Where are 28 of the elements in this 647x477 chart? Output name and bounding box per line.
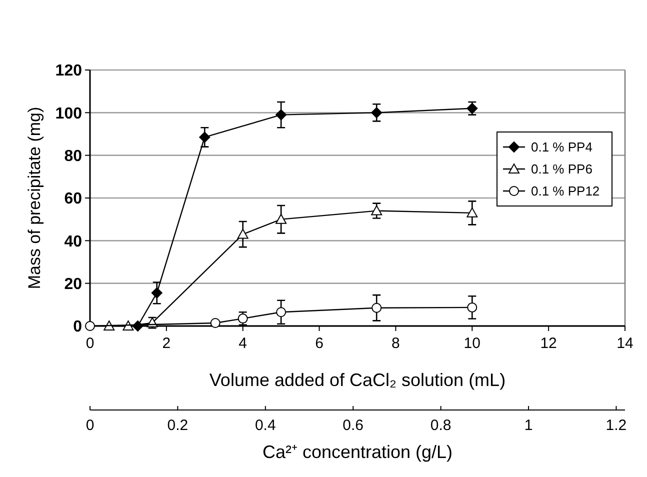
y-axis-title: Mass of precipitate (mg) xyxy=(25,106,44,290)
x2-tick-label: 0.6 xyxy=(342,417,364,434)
x-tick-label: 2 xyxy=(162,335,171,352)
x-tick-label: 10 xyxy=(464,335,480,352)
x2-tick-label: 1.2 xyxy=(606,417,627,434)
y-tick-label: 20 xyxy=(64,276,82,293)
y-tick-label: 100 xyxy=(55,105,82,122)
y-tick-label: 40 xyxy=(64,233,82,250)
legend-label: 0.1 % PP6 xyxy=(531,162,592,177)
x2-tick-label: 0.8 xyxy=(430,417,452,434)
y-tick-label: 0 xyxy=(73,318,82,336)
x2-tick-label: 0.4 xyxy=(254,417,276,434)
legend-label: 0.1 % PP12 xyxy=(531,184,600,199)
x-tick-label: 0 xyxy=(86,335,94,352)
x-tick-label: 12 xyxy=(540,335,557,352)
y-tick-label: 120 xyxy=(55,62,82,80)
x2-tick-label: 0 xyxy=(86,417,94,434)
y-tick-label: 80 xyxy=(64,148,82,165)
x2-tick-label: 0.2 xyxy=(167,417,188,434)
legend-label: 0.1 % PP4 xyxy=(531,140,592,155)
x-tick-label: 4 xyxy=(238,335,248,352)
y-tick-label: 60 xyxy=(64,190,82,208)
x-axis-title: Volume added of CaCl₂ solution (mL) xyxy=(209,370,506,390)
x-tick-label: 14 xyxy=(616,335,634,352)
x-tick-label: 8 xyxy=(392,335,400,352)
x2-axis-title: Ca²⁺ concentration (g/L) xyxy=(262,442,453,462)
x-tick-label: 6 xyxy=(315,335,324,352)
x2-tick-label: 1 xyxy=(524,417,533,434)
